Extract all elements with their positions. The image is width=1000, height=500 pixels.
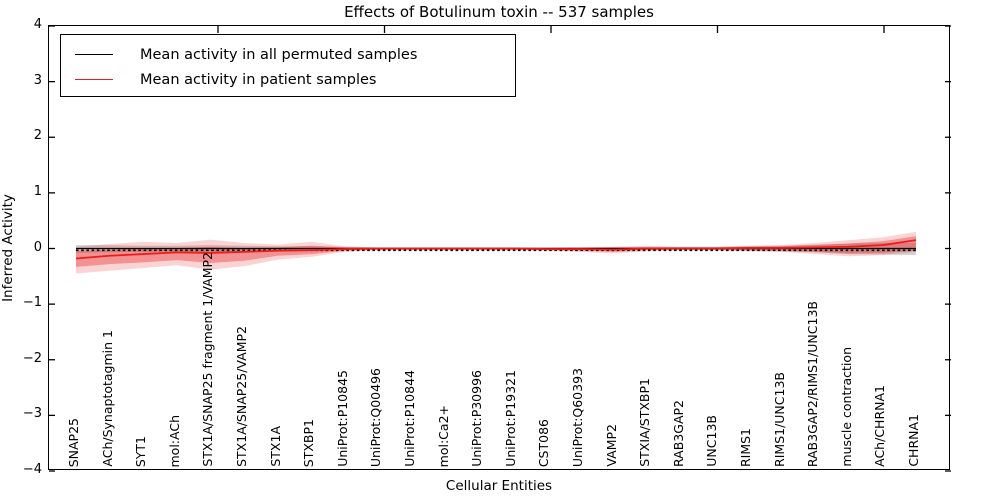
chart-title: Effects of Botulinum toxin -- 537 sample… (344, 3, 654, 21)
x-tick-label: CHRNA1 (906, 414, 921, 467)
x-tick-label: RIMS1/UNC13B (771, 372, 787, 467)
x-tick-label: ACh/Synaptotagmin 1 (99, 330, 115, 467)
x-tick-label: mol:Ca2+ (435, 404, 451, 467)
x-tick-label: STX1A (267, 426, 283, 467)
x-tick-label: UniProt:P30996 (469, 370, 485, 467)
permuted-line-sample-icon (75, 54, 113, 55)
legend-label-patient: Mean activity in patient samples (140, 71, 377, 88)
chart-svg (49, 25, 951, 472)
patient-mean-line (75, 239, 917, 260)
plot-area (48, 25, 951, 472)
x-tick-label: muscle contraction (838, 347, 854, 467)
x-tick-label: RAB3GAP2 (670, 400, 686, 467)
y-tick-label: 2 (33, 128, 42, 144)
x-tick-label: STX1A/SNAP25 fragment 1/VAMP2 (200, 252, 216, 467)
x-axis-title: Cellular Entities (445, 478, 553, 494)
x-tick-label: UniProt:P19321 (502, 370, 518, 467)
x-tick-label: UniProt:Q00496 (368, 367, 384, 467)
x-tick-label: CST086 (536, 418, 552, 467)
x-tick-label: UniProt:P10844 (402, 370, 417, 467)
x-tick-label: mol:ACh (166, 414, 182, 468)
y-axis-title: Inferred Activity (0, 194, 16, 302)
x-tick-label: ACh/CHRNA1 (872, 385, 888, 467)
x-tick-label: STXIA/STXBP1 (637, 378, 653, 467)
x-tick-label: SNAP25 (66, 417, 81, 467)
patient-line-sample-icon (75, 79, 113, 80)
y-tick-label: −2 (22, 350, 42, 366)
x-tick-label: UniProt:P10845 (334, 370, 350, 467)
y-tick-label: 0 (33, 239, 42, 255)
legend-item-permuted: Mean activity in all permuted samples (75, 42, 515, 67)
y-tick-label: −1 (22, 295, 42, 311)
x-tick-label: STX1A/SNAP25/VAMP2 (234, 326, 249, 467)
x-tick-label: UniProt:Q60393 (570, 367, 585, 467)
x-tick-label: VAMP2 (603, 424, 619, 467)
y-tick-label: −3 (22, 406, 42, 422)
y-tick-label: 4 (33, 17, 42, 32)
x-tick-label: RAB3GAP2/RIMS1/UNC13B (805, 300, 821, 467)
x-tick-label: STXBP1 (301, 418, 317, 467)
y-tick-label: −4 (22, 462, 42, 477)
y-tick-label: 3 (33, 72, 42, 88)
legend-label-permuted: Mean activity in all permuted samples (140, 46, 418, 63)
x-tick-label: SYT1 (133, 435, 149, 467)
legend: Mean activity in all permuted samples Me… (60, 34, 516, 97)
x-tick-label: RIMS1 (738, 427, 753, 467)
y-tick-label: 1 (33, 183, 42, 199)
legend-item-patient: Mean activity in patient samples (75, 67, 515, 92)
x-tick-label: UNC13B (704, 415, 720, 467)
